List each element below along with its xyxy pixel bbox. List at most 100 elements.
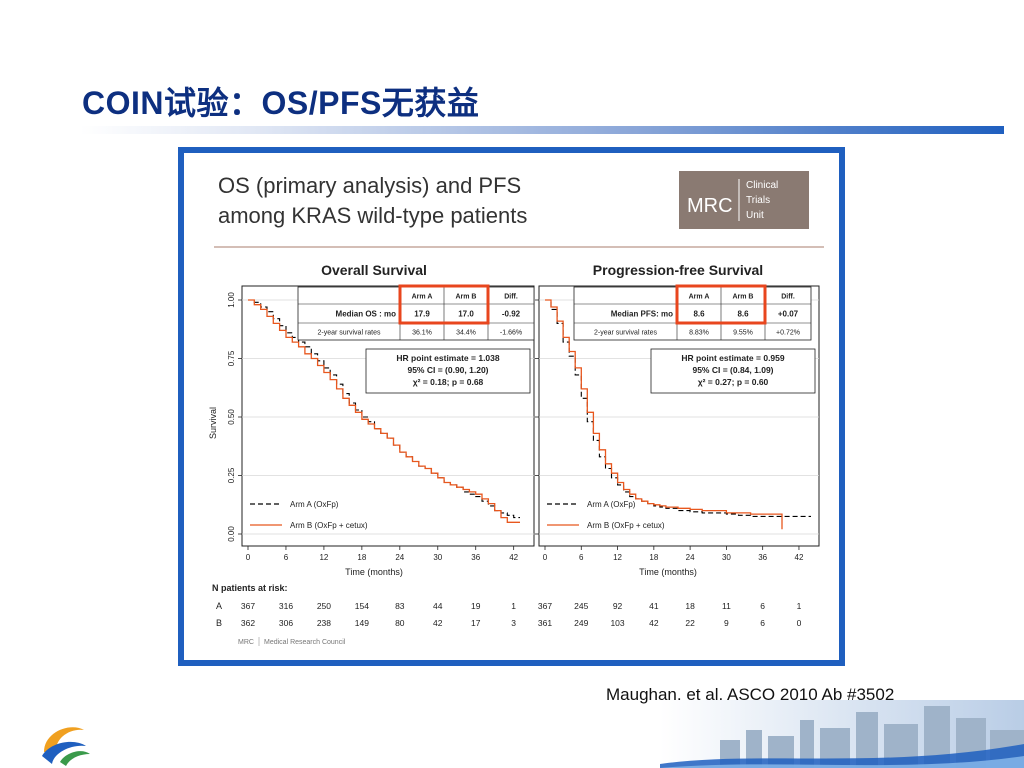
risk-cell-1-A-3: 41 (649, 601, 659, 611)
title-part-1: COIN (82, 85, 164, 121)
risk-cell-1-A-5: 11 (722, 601, 731, 611)
legend-label-0-0: Arm A (OxFp) (290, 500, 339, 509)
survival-figure: OS (primary analysis) and PFS among KRAS… (208, 171, 824, 646)
ytick-label-3: 0.75 (227, 350, 236, 366)
series-line-1-1 (545, 299, 783, 530)
risk-cell-1-A-2: 92 (613, 601, 623, 611)
xtick-label-1-1: 6 (579, 553, 584, 562)
summary-cell-1-2-3: +0.72% (776, 330, 800, 337)
mrc-ctu-logo: MRC Clinical Trials Unit (679, 171, 809, 229)
risk-cell-0-B-6: 17 (471, 618, 481, 628)
series-line-0-0 (248, 299, 520, 519)
figure-heading-line-2: among KRAS wild-type patients (218, 203, 527, 228)
xtick-label-0-0: 0 (246, 553, 251, 562)
summary-table-frame-1 (573, 286, 812, 341)
mrc-logo-line-2: Trials (746, 195, 770, 206)
risk-cell-0-A-0: 367 (241, 601, 255, 611)
mrc-logo-line-3: Unit (746, 210, 764, 221)
title-part-4: 无获益 (381, 85, 480, 121)
median-highlight-box-0 (398, 284, 490, 325)
mrc-logo-letters: MRC (687, 195, 733, 217)
risk-cell-0-B-1: 306 (279, 618, 293, 628)
summary-cell-0-2-0: 2-year survival rates (317, 330, 381, 337)
risk-row-label-b: B (216, 618, 222, 628)
summary-cell-1-1-0: Median PFS: mo (611, 310, 673, 319)
slide-title: COIN试验：OS/PFS无获益 (82, 78, 479, 124)
median-highlight-box-1 (675, 284, 767, 325)
city-skyline-decoration (660, 700, 1024, 768)
summary-cell-0-2-2: 34.4% (456, 330, 476, 337)
risk-cell-0-B-7: 3 (511, 618, 516, 628)
mrc-logo-line-1: Clinical (746, 180, 778, 191)
summary-cell-1-2-2: 9.55% (733, 330, 753, 337)
xtick-label-1-2: 12 (613, 553, 622, 562)
hr-box-1: HR point estimate = 0.959 95% CI = (0.84,… (650, 348, 816, 394)
xtick-label-1-5: 30 (722, 553, 731, 562)
risk-cell-0-B-0: 362 (241, 618, 255, 628)
legend-label-1-0: Arm A (OxFp) (587, 500, 636, 509)
summary-cell-0-2-1: 36.1% (412, 330, 432, 337)
summary-table-1: Arm A Arm B Diff. Median PFS: mo 8.6 8.6 +0.07… (573, 284, 812, 341)
title-part-3: OS/PFS (261, 85, 382, 121)
title-part-2: 试验： (164, 85, 262, 121)
summary-cell-0-1-3: -0.92 (502, 310, 521, 319)
summary-cell-0-1-0: Median OS : mo (336, 310, 397, 319)
title-underline-bar (80, 126, 1004, 134)
risk-cell-0-A-5: 44 (433, 601, 443, 611)
ytick-label-1: 0.25 (227, 467, 236, 483)
risk-cell-1-B-4: 22 (685, 618, 695, 628)
xtick-label-1-6: 36 (758, 553, 767, 562)
summary-cell-0-1-1: 17.9 (414, 310, 430, 319)
risk-cell-1-B-3: 42 (649, 618, 659, 628)
risk-cell-1-B-2: 103 (610, 618, 624, 628)
summary-cell-0-0-2: Arm B (455, 294, 476, 301)
legend-label-1-1: Arm B (OxFp + cetux) (587, 521, 665, 530)
xtick-label-1-3: 18 (649, 553, 658, 562)
risk-cell-1-B-7: 0 (797, 618, 802, 628)
hr-box-line-1-0: HR point estimate = 0.959 (681, 353, 784, 363)
ytick-label-0: 0.00 (227, 526, 236, 542)
summary-cell-1-0-2: Arm B (732, 294, 753, 301)
risk-cell-1-A-1: 245 (574, 601, 588, 611)
xtick-label-1-7: 42 (795, 553, 804, 562)
summary-cell-0-0-1: Arm A (412, 294, 433, 301)
summary-cell-0-1-2: 17.0 (458, 310, 474, 319)
xtick-label-0-6: 36 (471, 553, 480, 562)
ytick-label-4: 1.00 (227, 292, 236, 308)
risk-cell-1-A-4: 18 (685, 601, 695, 611)
summary-cell-1-0-1: Arm A (689, 294, 710, 301)
citation: Maughan, et al. ASCO 2010 Ab #3502 (606, 685, 895, 704)
risk-cell-0-B-3: 149 (355, 618, 369, 628)
summary-cell-1-1-1: 8.6 (693, 310, 705, 319)
hr-box-frame-0 (365, 348, 531, 394)
risk-cell-0-B-2: 238 (317, 618, 331, 628)
pfs-x-axis-label: Time (months) (639, 567, 697, 577)
os-panel-title: Overall Survival (321, 262, 427, 278)
xtick-label-0-1: 6 (284, 553, 289, 562)
risk-cell-0-B-4: 80 (395, 618, 405, 628)
risk-cell-1-B-0: 361 (538, 618, 552, 628)
hr-box-line-0-2: χ² = 0.18; p = 0.68 (413, 377, 484, 387)
xtick-label-0-2: 12 (319, 553, 328, 562)
figure-footer-mrc: MRC (238, 639, 254, 646)
xtick-label-0-3: 18 (357, 553, 366, 562)
panel-1: 0 6 12 18 24 30 36 42 Arm A (OxFp) Arm B (OxFp + … (535, 284, 820, 562)
summary-cell-1-0-3: Diff. (781, 294, 795, 301)
series-line-0-1 (248, 299, 520, 523)
xtick-label-0-4: 24 (395, 553, 404, 562)
summary-table-0: Arm A Arm B Diff. Median OS : mo 17.9 17.0 -0.… (297, 284, 535, 341)
figure-footer-council: Medical Research Council (264, 639, 346, 646)
summary-table-frame-0 (297, 286, 535, 341)
pfs-panel-title: Progression-free Survival (593, 262, 763, 278)
risk-cell-1-A-6: 6 (760, 601, 765, 611)
risk-cell-0-B-5: 42 (433, 618, 443, 628)
hr-box-line-1-2: χ² = 0.27; p = 0.60 (698, 377, 769, 387)
figure-frame: OS (primary analysis) and PFS among KRAS… (178, 147, 845, 666)
summary-cell-1-1-2: 8.6 (737, 310, 749, 319)
legend-label-0-1: Arm B (OxFp + cetux) (290, 521, 368, 530)
risk-cell-0-A-7: 1 (511, 601, 516, 611)
hr-box-line-0-1: 95% CI = (0.90, 1.20) (407, 365, 488, 375)
sysucc-emblem-icon (42, 727, 90, 766)
risk-row-label-a: A (216, 601, 222, 611)
